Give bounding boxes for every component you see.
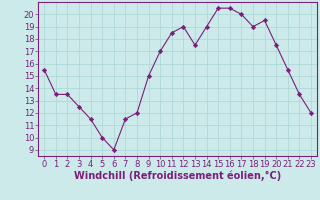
X-axis label: Windchill (Refroidissement éolien,°C): Windchill (Refroidissement éolien,°C) [74, 171, 281, 181]
